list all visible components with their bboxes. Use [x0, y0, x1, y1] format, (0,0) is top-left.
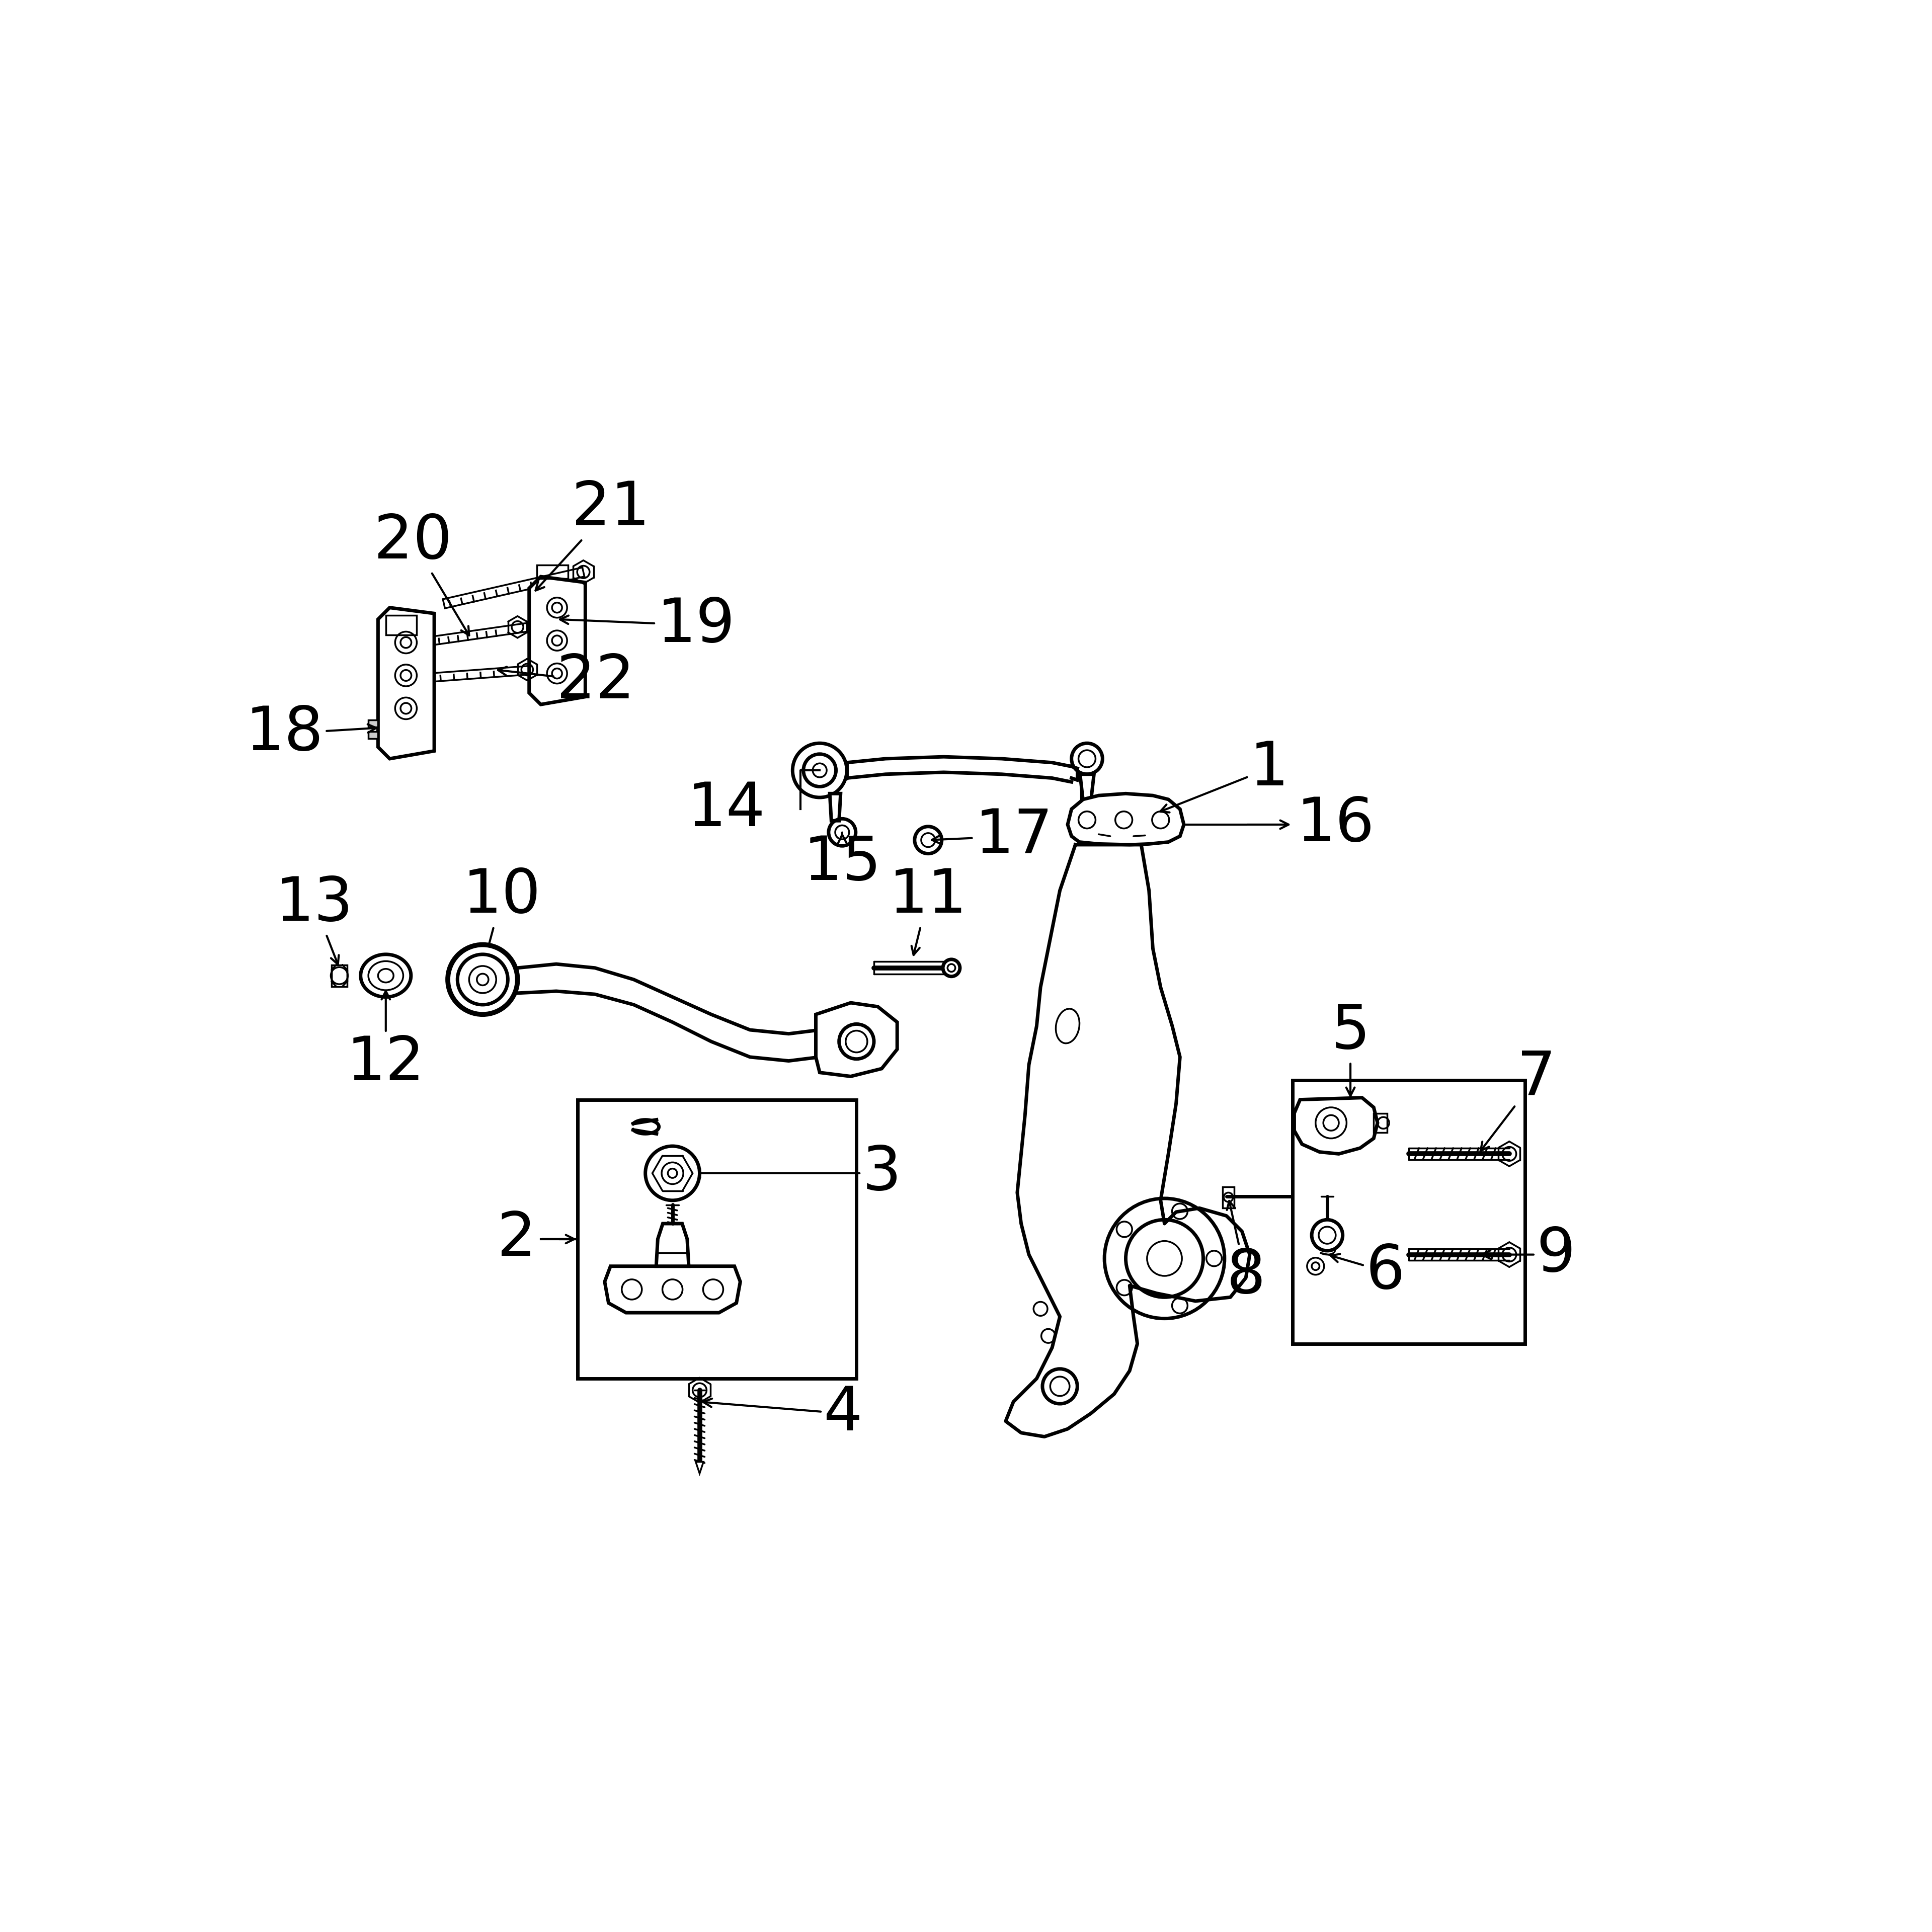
Text: 8: 8 [1227, 1202, 1265, 1306]
Text: 16: 16 [1296, 796, 1374, 854]
Text: 7: 7 [1480, 1049, 1555, 1151]
Bar [1374, 1113, 1387, 1132]
Bar [332, 964, 348, 987]
Polygon shape [696, 1463, 703, 1474]
Text: 20: 20 [373, 512, 469, 636]
Polygon shape [829, 794, 840, 821]
Text: 17: 17 [931, 808, 1053, 866]
Text: 15: 15 [804, 833, 881, 893]
Circle shape [448, 945, 518, 1014]
Bar [386, 616, 417, 636]
Text: 9: 9 [1482, 1225, 1577, 1285]
Text: 19: 19 [560, 595, 736, 655]
Polygon shape [1294, 1097, 1378, 1153]
Polygon shape [1080, 775, 1094, 802]
Text: 4: 4 [703, 1383, 864, 1443]
Text: 2: 2 [497, 1209, 535, 1269]
Text: 13: 13 [274, 873, 354, 964]
Text: 14: 14 [688, 781, 765, 838]
Polygon shape [1007, 844, 1250, 1437]
Bar [369, 732, 379, 738]
Text: 22: 22 [498, 651, 634, 711]
Polygon shape [657, 1223, 688, 1265]
Text: 18: 18 [245, 703, 377, 763]
Circle shape [943, 960, 960, 976]
Polygon shape [815, 1003, 896, 1076]
Text: 11: 11 [889, 866, 968, 954]
Polygon shape [379, 609, 435, 759]
Bar [369, 721, 379, 726]
Bar [1293, 1080, 1524, 1343]
Text: 21: 21 [535, 479, 649, 591]
Text: 3: 3 [692, 1144, 902, 1202]
Bar [578, 1099, 856, 1379]
Circle shape [645, 1146, 699, 1200]
Bar [1223, 1186, 1235, 1208]
Text: 10: 10 [464, 866, 541, 964]
Polygon shape [1068, 794, 1184, 844]
Text: 12: 12 [346, 991, 425, 1094]
Polygon shape [605, 1265, 740, 1312]
Circle shape [1312, 1219, 1343, 1250]
Text: 1: 1 [1161, 738, 1289, 811]
Text: 6: 6 [1331, 1242, 1405, 1300]
Polygon shape [529, 576, 585, 705]
Bar [537, 564, 568, 578]
Text: 5: 5 [1331, 1003, 1370, 1095]
Polygon shape [518, 964, 819, 1061]
